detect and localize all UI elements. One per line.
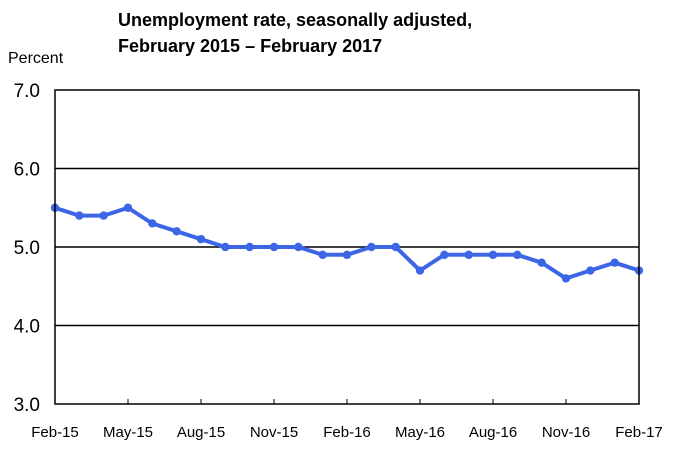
- data-point: [269, 242, 279, 252]
- data-point: [318, 250, 327, 260]
- data-point: [342, 250, 352, 260]
- y-tick-label: 7.0: [14, 81, 40, 102]
- data-point: [440, 250, 449, 260]
- x-tick-label: Feb-17: [615, 424, 663, 441]
- data-point: [172, 227, 181, 236]
- gridlines: [55, 167, 639, 327]
- y-tick-label: 5.0: [14, 238, 40, 259]
- x-tick-label: Feb-16: [323, 424, 371, 441]
- chart-title: Unemployment rate, seasonally adjusted,: [118, 10, 472, 30]
- data-point: [513, 250, 522, 260]
- y-tick-label: 6.0: [14, 160, 40, 181]
- x-tick-label: Aug-16: [469, 424, 517, 441]
- data-point: [488, 250, 498, 260]
- data-point: [148, 219, 157, 228]
- data-point: [537, 258, 546, 267]
- data-point: [221, 242, 230, 252]
- y-axis-label: Percent: [8, 50, 64, 67]
- x-tick-label: Nov-16: [542, 424, 590, 441]
- data-point: [99, 211, 108, 220]
- data-point: [75, 211, 84, 220]
- chart-subtitle: February 2015 – February 2017: [118, 36, 382, 56]
- data-point: [391, 242, 400, 252]
- data-point: [123, 203, 133, 212]
- x-tick-labels: Feb-15 May-15 Aug-15 Nov-15 Feb-16 May-16 Aug-…: [31, 399, 663, 441]
- data-point: [415, 266, 425, 275]
- data-point: [464, 250, 473, 260]
- series-layer: [50, 203, 644, 283]
- data-point: [610, 258, 619, 267]
- data-point: [367, 242, 376, 252]
- plot-frame: [54, 89, 640, 405]
- y-tick-label: 3.0: [14, 395, 40, 416]
- series-line: [54, 205, 640, 281]
- data-point: [294, 242, 303, 252]
- x-tick-label: May-15: [103, 424, 153, 441]
- y-tick-label: 4.0: [14, 317, 40, 338]
- x-tick-label: Aug-15: [177, 424, 225, 441]
- data-point: [561, 274, 571, 283]
- y-tick-labels: 7.0 6.0 5.0 4.0 3.0: [14, 81, 40, 416]
- x-tick-label: May-16: [395, 424, 445, 441]
- data-point: [245, 242, 254, 252]
- data-point: [586, 266, 595, 275]
- x-tick-label: Nov-15: [250, 424, 298, 441]
- x-tick-label: Feb-15: [31, 424, 79, 441]
- data-point: [196, 234, 206, 244]
